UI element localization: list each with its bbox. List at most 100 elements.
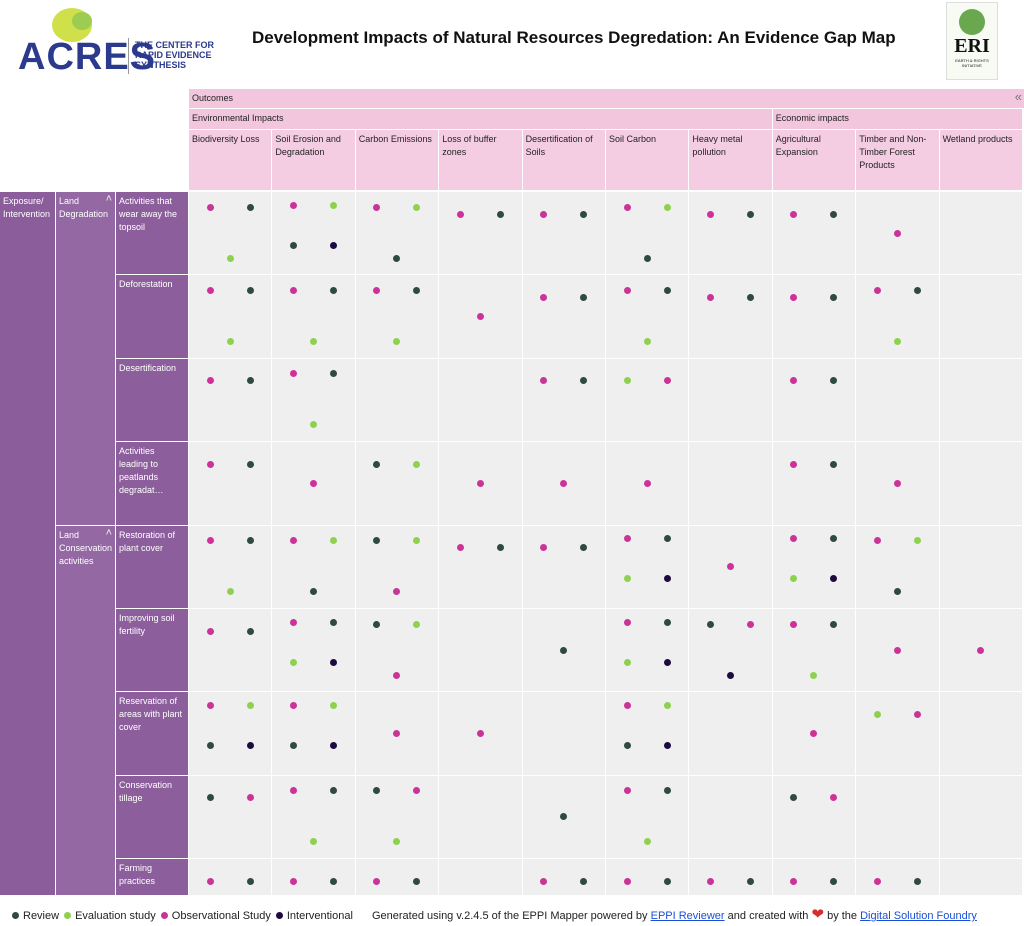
evidence-dot[interactable] (706, 620, 714, 628)
map-cell[interactable] (189, 692, 272, 775)
evidence-dot[interactable] (206, 877, 214, 885)
map-cell[interactable] (439, 442, 522, 525)
evidence-dot[interactable] (289, 370, 297, 378)
evidence-dot[interactable] (663, 535, 671, 543)
map-cell[interactable] (856, 192, 939, 275)
evidence-dot[interactable] (540, 544, 548, 552)
evidence-dot[interactable] (790, 460, 798, 468)
evidence-dot[interactable] (560, 813, 568, 821)
evidence-dot[interactable] (810, 671, 818, 679)
evidence-dot[interactable] (873, 537, 881, 545)
evidence-dot[interactable] (309, 337, 317, 345)
evidence-dot[interactable] (977, 646, 985, 654)
evidence-dot[interactable] (246, 460, 254, 468)
evidence-dot[interactable] (246, 286, 254, 294)
evidence-dot[interactable] (393, 671, 401, 679)
evidence-dot[interactable] (830, 210, 838, 218)
map-cell[interactable] (772, 358, 856, 442)
map-cell[interactable] (689, 275, 772, 358)
evidence-dot[interactable] (456, 544, 464, 552)
evidence-dot[interactable] (643, 838, 651, 846)
map-cell[interactable] (856, 609, 939, 692)
evidence-dot[interactable] (726, 671, 734, 679)
map-cell[interactable] (272, 609, 355, 692)
evidence-dot[interactable] (790, 794, 798, 802)
map-cell[interactable] (689, 859, 772, 895)
evidence-dot[interactable] (329, 618, 337, 626)
map-cell[interactable] (689, 609, 772, 692)
evidence-dot[interactable] (810, 729, 818, 737)
evidence-dot[interactable] (663, 701, 671, 709)
map-cell[interactable] (689, 692, 772, 775)
evidence-dot[interactable] (790, 535, 798, 543)
map-cell[interactable] (189, 358, 272, 442)
evidence-dot[interactable] (309, 838, 317, 846)
map-cell[interactable] (856, 525, 939, 608)
evidence-dot[interactable] (746, 210, 754, 218)
evidence-dot[interactable] (329, 537, 337, 545)
evidence-dot[interactable] (206, 460, 214, 468)
evidence-dot[interactable] (246, 537, 254, 545)
map-cell[interactable] (439, 358, 522, 442)
evidence-dot[interactable] (540, 210, 548, 218)
evidence-dot[interactable] (413, 620, 421, 628)
evidence-dot[interactable] (246, 627, 254, 635)
evidence-dot[interactable] (476, 479, 484, 487)
evidence-dot[interactable] (413, 460, 421, 468)
evidence-dot[interactable] (663, 618, 671, 626)
evidence-dot[interactable] (496, 210, 504, 218)
map-cell[interactable] (439, 275, 522, 358)
map-cell[interactable] (772, 775, 856, 859)
map-cell[interactable] (772, 275, 856, 358)
evidence-dot[interactable] (913, 537, 921, 545)
map-cell[interactable] (522, 859, 605, 895)
map-cell[interactable] (439, 859, 522, 895)
link[interactable]: EPPI Reviewer (650, 910, 725, 922)
evidence-dot[interactable] (790, 210, 798, 218)
evidence-dot[interactable] (206, 741, 214, 749)
evidence-dot[interactable] (663, 203, 671, 211)
evidence-dot[interactable] (289, 658, 297, 666)
map-cell[interactable] (272, 442, 355, 525)
evidence-dot[interactable] (309, 479, 317, 487)
map-cell[interactable] (689, 442, 772, 525)
map-cell[interactable] (772, 525, 856, 608)
evidence-dot[interactable] (540, 877, 548, 885)
evidence-dot[interactable] (790, 575, 798, 583)
map-cell[interactable] (689, 775, 772, 859)
evidence-dot[interactable] (289, 741, 297, 749)
evidence-dot[interactable] (580, 877, 588, 885)
map-cell[interactable] (772, 859, 856, 895)
evidence-dot[interactable] (790, 293, 798, 301)
evidence-dot[interactable] (790, 877, 798, 885)
evidence-dot[interactable] (830, 377, 838, 385)
map-cell[interactable] (606, 442, 689, 525)
evidence-dot[interactable] (873, 286, 881, 294)
evidence-dot[interactable] (309, 588, 317, 596)
evidence-dot[interactable] (289, 787, 297, 795)
evidence-dot[interactable] (393, 254, 401, 262)
evidence-dot[interactable] (329, 787, 337, 795)
evidence-dot[interactable] (496, 544, 504, 552)
collapse-icon[interactable]: « (1014, 89, 1022, 104)
map-cell[interactable] (272, 859, 355, 895)
map-cell[interactable] (355, 775, 439, 859)
evidence-dot[interactable] (393, 838, 401, 846)
map-cell[interactable] (522, 775, 605, 859)
evidence-dot[interactable] (893, 337, 901, 345)
map-cell[interactable] (606, 192, 689, 275)
evidence-dot[interactable] (206, 286, 214, 294)
map-cell[interactable] (939, 525, 1022, 608)
evidence-dot[interactable] (206, 537, 214, 545)
map-cell[interactable] (522, 275, 605, 358)
map-cell[interactable] (522, 358, 605, 442)
evidence-dot[interactable] (309, 421, 317, 429)
map-cell[interactable] (189, 609, 272, 692)
map-cell[interactable] (856, 859, 939, 895)
evidence-dot[interactable] (373, 286, 381, 294)
map-cell[interactable] (355, 859, 439, 895)
evidence-dot[interactable] (373, 877, 381, 885)
map-cell[interactable] (606, 692, 689, 775)
evidence-dot[interactable] (246, 203, 254, 211)
map-cell[interactable] (272, 275, 355, 358)
